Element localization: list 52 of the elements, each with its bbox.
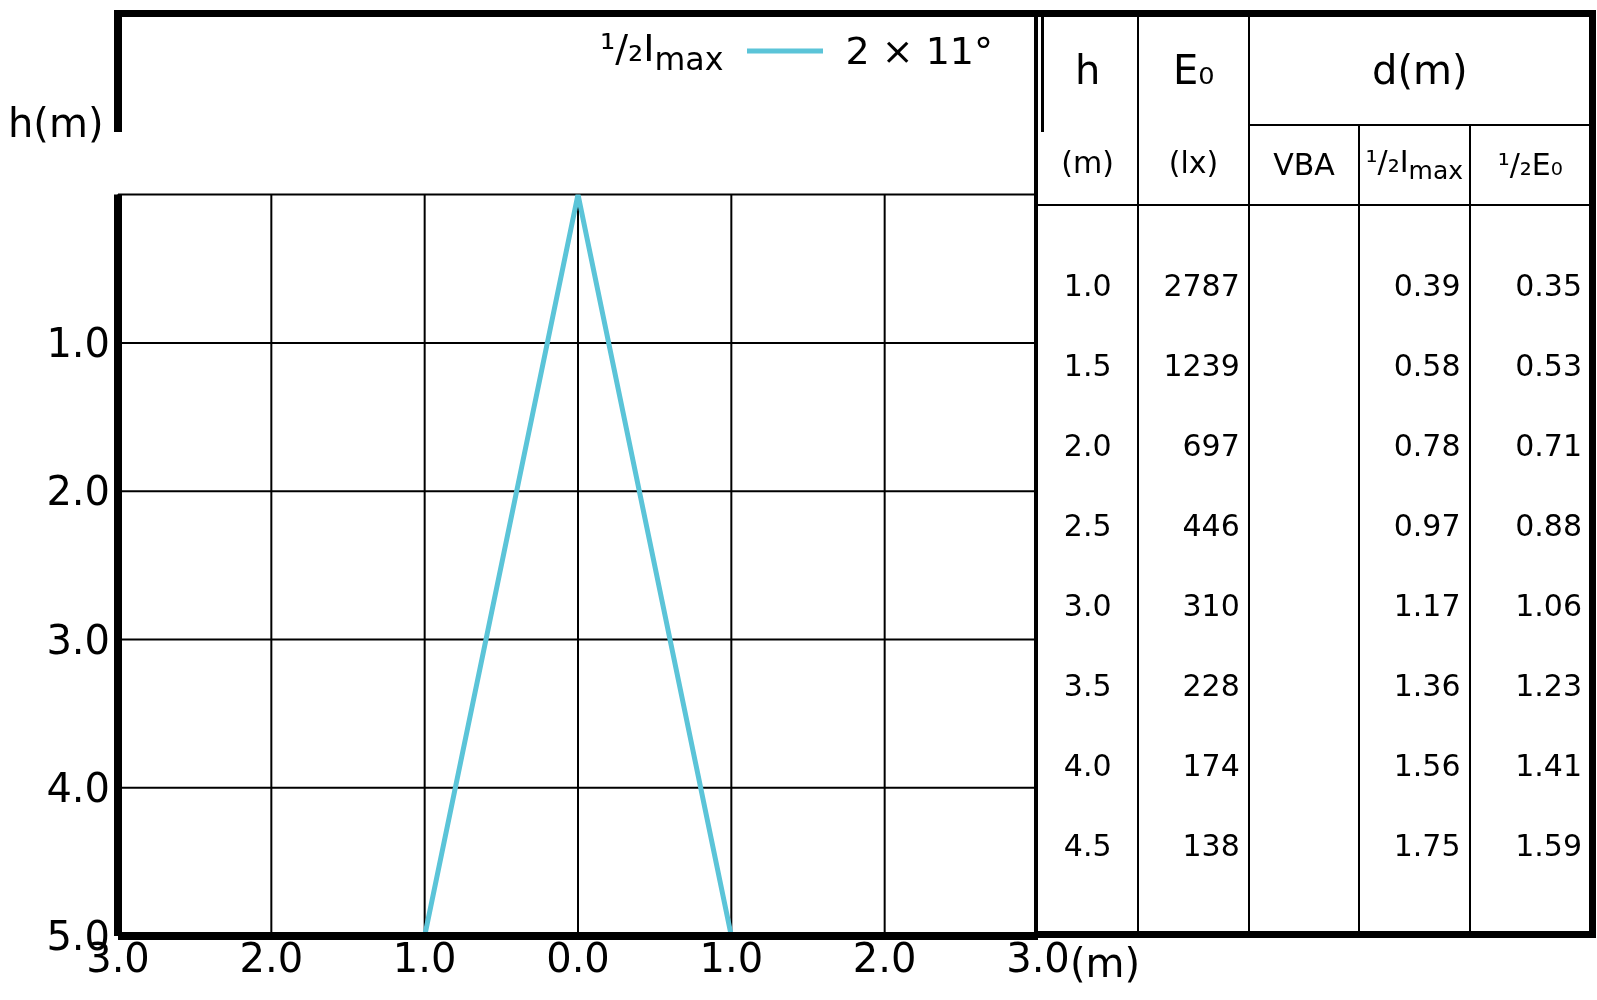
legend-title: ¹/₂I$_{max}$ (600, 26, 724, 77)
y-tick-label: 3.0 (1062, 586, 1113, 625)
data-label: 446 (1138, 485, 1249, 565)
y-tick-label: 4.0 (46, 764, 110, 811)
data-label: 0.78 (1359, 405, 1470, 485)
y-tick-label: 1.5 (1062, 346, 1113, 385)
data-label: 0.35 (1469, 245, 1590, 325)
legend-label: 2 × 11° (845, 29, 993, 74)
data-label: 697 (1138, 405, 1249, 485)
x-tick-label: ¹/₂E₀ (1497, 147, 1563, 183)
text: h (m) (1061, 47, 1114, 180)
y-axis-title: h(m) (8, 100, 104, 146)
data-label: 1.06 (1469, 565, 1590, 645)
x-axis-title: (m) (1070, 940, 1141, 986)
data-label: 1239 (1138, 325, 1249, 405)
data-label: 1.23 (1469, 645, 1590, 725)
x-tick-label: 2.0 (852, 935, 917, 982)
x-tick-label: ¹/₂I$_{max}$ (1365, 144, 1464, 186)
y-tick-label: 2.5 (1062, 506, 1113, 545)
x-tick-label: 2.0 (239, 935, 304, 982)
x-tick-label: 1.0 (699, 935, 764, 982)
data-label: 310 (1138, 565, 1249, 645)
chart-title: d(m) (1372, 46, 1468, 93)
data-label: 0.39 (1359, 245, 1470, 325)
data-label: 228 (1138, 645, 1249, 725)
data-label: 0.88 (1469, 485, 1590, 565)
y-tick-label: 2.0 (1062, 426, 1113, 465)
y-tick-label: 4.0 (1062, 746, 1113, 785)
x-tick-label: 3.0 (1006, 935, 1070, 982)
x-tick-label: 1.0 (392, 935, 457, 982)
y-tick-label: 4.5 (1062, 826, 1113, 865)
data-label: 1.17 (1359, 565, 1470, 645)
data-label: 0.71 (1469, 405, 1590, 485)
data-label: 1.75 (1359, 805, 1470, 885)
x-tick-label: 0.0 (546, 935, 610, 982)
data-label: 0.58 (1359, 325, 1470, 405)
data-label: 0.53 (1469, 325, 1590, 405)
data-label: 1.56 (1359, 725, 1470, 805)
data-label: 174 (1138, 725, 1249, 805)
data-label: 1.41 (1469, 725, 1590, 805)
y-tick-label: 1.0 (46, 320, 110, 367)
y-tick-label: 3.5 (1062, 666, 1113, 705)
y-tick-label: 1.0 (1062, 266, 1113, 305)
data-label: 2787 (1138, 245, 1249, 325)
y-tick-label: 2.0 (46, 468, 110, 515)
x-tick-label: VBA (1273, 147, 1335, 183)
category-label: E₀ (lx) (1168, 47, 1219, 180)
data-label: 138 (1138, 805, 1249, 885)
data-label: 1.59 (1469, 805, 1590, 885)
data-label: 0.97 (1359, 485, 1470, 565)
y-tick-label: 3.0 (46, 616, 110, 663)
data-label: 1.36 (1359, 645, 1470, 725)
